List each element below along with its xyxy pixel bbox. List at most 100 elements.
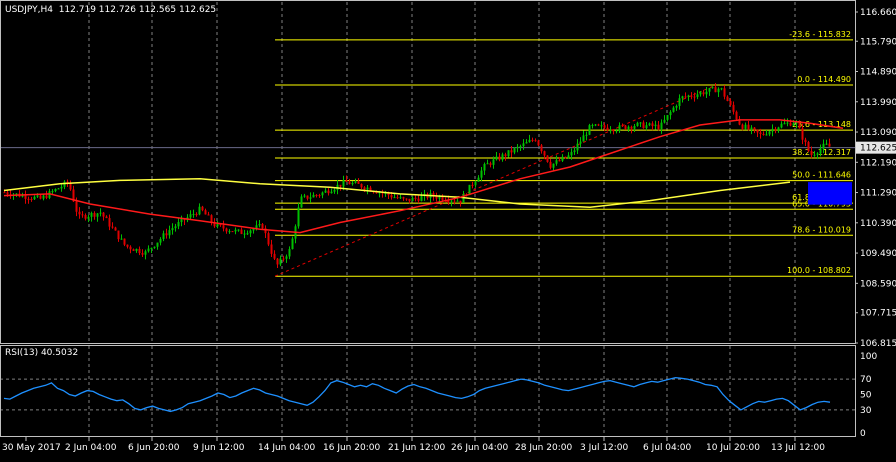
- candle-body: [415, 198, 417, 199]
- ohlc-values: 112.719 112.726 112.565 112.625: [59, 5, 216, 15]
- candle-body: [829, 144, 831, 147]
- candle-body: [421, 196, 423, 201]
- candle-body: [655, 125, 657, 126]
- candle-body: [310, 197, 312, 198]
- rsi-header: RSI(13) 40.5032: [5, 348, 78, 358]
- candle-body: [784, 123, 786, 124]
- candle-body: [496, 157, 498, 160]
- candle-body: [154, 247, 156, 248]
- candle-body: [628, 127, 630, 129]
- price-axis-label: 107.715: [860, 309, 896, 319]
- candle-body: [682, 96, 684, 98]
- candle-body: [259, 224, 261, 225]
- candle-body: [694, 97, 696, 98]
- time-axis-label: 3 Jul 12:00: [580, 443, 629, 453]
- symbol-label: USDJPY,H4: [5, 5, 53, 15]
- candle-body: [559, 160, 561, 161]
- candle-body: [40, 195, 42, 198]
- candle-body: [43, 195, 45, 198]
- candle-body: [178, 222, 180, 226]
- candle-body: [706, 92, 708, 95]
- price-axis-label: 106.815: [860, 339, 896, 349]
- candle-body: [481, 171, 483, 178]
- candle-body: [502, 154, 504, 159]
- candle-body: [721, 88, 723, 89]
- candle-body: [349, 182, 351, 184]
- candle-body: [472, 185, 474, 186]
- fib-level-label: -23.6 - 115.832: [789, 30, 851, 39]
- candle-body: [118, 231, 120, 240]
- candle-body: [526, 142, 528, 143]
- candle-body: [166, 233, 168, 235]
- candle-body: [769, 131, 771, 134]
- highlight-box: [808, 182, 852, 205]
- candle-body: [631, 127, 633, 129]
- candle-body: [616, 130, 618, 131]
- candle-body: [364, 187, 366, 189]
- candle-body: [16, 193, 18, 194]
- candle-body: [46, 195, 48, 197]
- candle-body: [703, 92, 705, 94]
- candle-body: [589, 125, 591, 135]
- candle-body: [298, 207, 300, 226]
- candle-body: [802, 128, 804, 139]
- candle-body: [568, 155, 570, 157]
- fib-level-label: 78.6 - 110.019: [792, 225, 851, 234]
- candle-body: [712, 87, 714, 88]
- candle-body: [754, 128, 756, 130]
- time-axis-label: 6 Jun 20:00: [128, 443, 180, 453]
- candle-body: [637, 123, 639, 126]
- candle-body: [199, 207, 201, 215]
- candle-body: [175, 226, 177, 228]
- candle-body: [697, 94, 699, 97]
- candle-body: [793, 124, 795, 126]
- candle-body: [79, 212, 81, 215]
- candle-body: [592, 125, 594, 126]
- candle-body: [331, 192, 333, 193]
- current-price-label: 112.625: [860, 144, 896, 154]
- candle-body: [367, 188, 369, 190]
- candle-body: [121, 239, 123, 240]
- candle-body: [112, 227, 114, 228]
- time-axis-label: 14 Jun 04:00: [258, 443, 315, 453]
- candle-body: [157, 243, 159, 247]
- candle-body: [748, 125, 750, 129]
- candle-body: [562, 157, 564, 161]
- candle-body: [88, 217, 90, 219]
- candle-body: [325, 191, 327, 193]
- candle-body: [292, 239, 294, 249]
- candle-body: [577, 144, 579, 151]
- candle-body: [625, 126, 627, 129]
- candle-body: [550, 162, 552, 168]
- candle-body: [352, 183, 354, 184]
- candle-body: [661, 123, 663, 129]
- candle-body: [115, 228, 117, 231]
- price-axis-label: 114.890: [860, 68, 896, 78]
- candle-body: [280, 259, 282, 265]
- candle-body: [766, 134, 768, 135]
- candle-body: [190, 214, 192, 217]
- candle-body: [142, 253, 144, 255]
- candle-body: [391, 195, 393, 197]
- candle-body: [409, 199, 411, 201]
- candle-body: [673, 108, 675, 112]
- fib-level-label: 38.2 - 112.317: [792, 148, 851, 157]
- candle-body: [271, 244, 273, 253]
- candle-body: [727, 97, 729, 101]
- candle-body: [145, 251, 147, 254]
- candle-body: [136, 249, 138, 251]
- candle-body: [61, 187, 63, 189]
- candle-body: [268, 233, 270, 244]
- candle-body: [679, 98, 681, 106]
- candle-body: [148, 249, 150, 252]
- candle-body: [217, 224, 219, 226]
- candle-body: [619, 125, 621, 130]
- candle-body: [28, 199, 30, 200]
- candle-body: [229, 231, 231, 232]
- candle-body: [529, 140, 531, 142]
- candle-body: [151, 248, 153, 249]
- candle-body: [610, 130, 612, 131]
